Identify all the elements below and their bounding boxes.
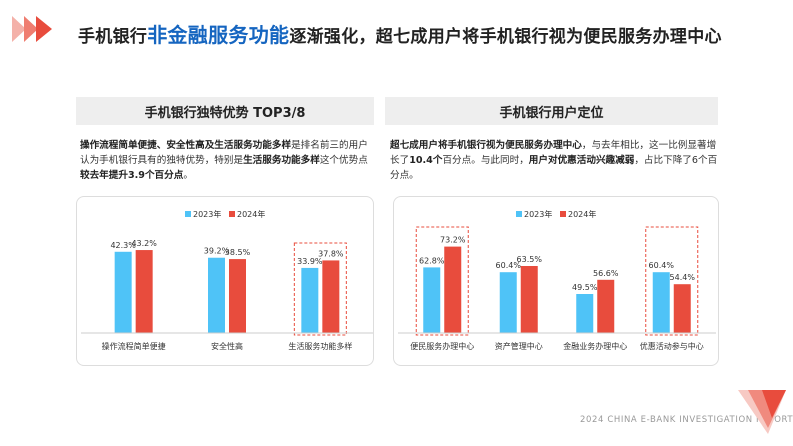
bar — [499, 272, 517, 333]
category-label: 金融业务办理中心 — [563, 341, 627, 351]
highlight-box — [415, 226, 469, 336]
left-desc-part: 这个优势点 — [319, 155, 368, 166]
left-desc-part: 较去年提升3.9个百分点 — [80, 170, 184, 181]
right-chart: 2023年 2024年 62.8% 73.2% 便民服务办理中心 60.4% 63.5% 资产… — [393, 196, 719, 366]
right-chart-svg: 2023年 2024年62.8%73.2%便民服务办理中心60.4%63.5%资产… — [398, 209, 716, 351]
data-label: 62.8% — [419, 256, 445, 265]
legend-label: 2023年 — [193, 209, 221, 219]
legend-swatch — [229, 211, 235, 217]
legend-label: 2023年 — [524, 209, 552, 219]
highlight-box — [645, 226, 699, 336]
category-label: 便民服务办理中心 — [410, 341, 474, 351]
data-label: 63.5% — [517, 255, 543, 264]
report-logo-icon — [12, 16, 52, 42]
legend-label: 2024年 — [237, 209, 265, 219]
right-panel-description: 超七成用户将手机银行视为便民服务办理中心，与去年相比，这一比例显著增长了10.4… — [390, 138, 720, 183]
left-panel-heading: 手机银行独特优势 TOP3/8 — [76, 97, 374, 125]
title-prefix: 手机银行 — [78, 27, 148, 47]
left-desc-part: 是排名前三的用户认为手机银行具有的独特优势，特别是 — [80, 140, 368, 166]
bar — [208, 257, 225, 333]
category-label: 生活服务功能多样 — [288, 341, 352, 351]
right-desc-part: 用户对优惠活动兴趣减弱 — [528, 155, 635, 166]
right-desc-part: 超七成用户将手机银行视为便民服务办理中心 — [390, 140, 582, 151]
bar — [114, 251, 132, 333]
title-suffix: 逐渐强化，超七成用户将手机银行视为便民服务办理中心 — [289, 27, 722, 47]
bar — [673, 284, 691, 333]
bar — [444, 246, 462, 333]
bar — [229, 259, 246, 333]
title-highlight: 非金融服务功能 — [147, 23, 290, 47]
category-label: 安全性高 — [211, 341, 243, 351]
corner-decoration-icon — [738, 390, 786, 434]
data-label: 60.4% — [496, 261, 522, 270]
left-chart: 2023年 2024年 42.3% 43.2% 操作流程简单便捷 39.2% 38.5% 安全… — [76, 196, 374, 366]
right-desc-part: ，占比下降了6个百分点。 — [390, 155, 718, 181]
highlight-box — [293, 242, 347, 336]
right-desc-part: ，与去年相比，这一比例显著增长了 — [390, 140, 717, 166]
data-label: 73.2% — [440, 236, 466, 245]
left-desc-part: 操作流程简单便捷、安全性高及生活服务功能多样 — [80, 140, 292, 151]
legend-swatch — [185, 211, 191, 217]
bar — [597, 279, 615, 333]
bar — [322, 260, 340, 333]
data-label: 37.8% — [318, 249, 344, 258]
bar — [301, 267, 319, 333]
legend-swatch — [560, 211, 566, 217]
data-label: 54.4% — [670, 273, 696, 282]
data-label: 33.9% — [297, 257, 323, 266]
right-desc-part: 10.4个 — [409, 155, 443, 166]
data-label: 56.6% — [593, 269, 619, 278]
right-panel-heading: 手机银行用户定位 — [385, 97, 718, 125]
category-label: 优惠活动参与中心 — [640, 341, 704, 351]
bar — [576, 294, 594, 333]
data-label: 60.4% — [649, 261, 675, 270]
bar — [135, 250, 153, 333]
bar — [652, 272, 670, 333]
data-label: 39.2% — [204, 247, 230, 256]
legend-label: 2024年 — [568, 209, 596, 219]
left-chart-svg: 2023年 2024年 42.3%43.2% 操作流程简单便捷 39.2%38.5% 安全… — [81, 209, 373, 351]
data-label: 38.5% — [225, 248, 251, 257]
bar — [423, 267, 441, 333]
data-label: 42.3% — [110, 241, 136, 250]
category-label: 操作流程简单便捷 — [102, 341, 166, 351]
right-desc-part: 百分点。与此同时， — [442, 155, 529, 166]
left-desc-part: 。 — [183, 170, 193, 181]
category-label: 资产管理中心 — [495, 341, 543, 351]
page-title: 手机银行非金融服务功能逐渐强化，超七成用户将手机银行视为便民服务办理中心 — [78, 19, 722, 48]
left-panel-description: 操作流程简单便捷、安全性高及生活服务功能多样是排名前三的用户认为手机银行具有的独… — [80, 138, 374, 183]
left-desc-part: 生活服务功能多样 — [243, 155, 320, 166]
report-footer: 2024 CHINA E-BANK INVESTIGATION REPORT — [580, 415, 793, 425]
legend-swatch — [516, 211, 522, 217]
bar — [520, 266, 538, 333]
data-label: 43.2% — [131, 239, 157, 248]
data-label: 49.5% — [572, 283, 598, 292]
